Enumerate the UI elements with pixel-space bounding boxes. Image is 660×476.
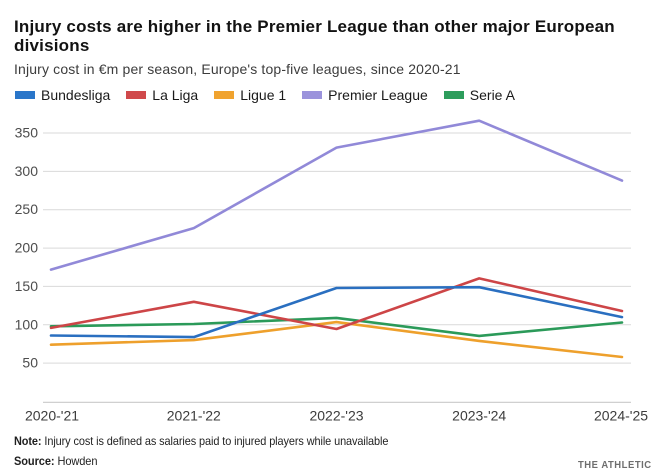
svg-text:2022-'23: 2022-'23 [309,408,363,424]
svg-text:2021-'22: 2021-'22 [167,408,221,424]
svg-text:150: 150 [15,278,39,294]
svg-text:250: 250 [15,201,39,217]
svg-text:2020-'21: 2020-'21 [25,408,79,424]
svg-text:2024-'25: 2024-'25 [594,408,648,424]
svg-text:50: 50 [22,355,38,371]
svg-text:350: 350 [15,125,39,141]
svg-text:2023-'24: 2023-'24 [452,408,506,424]
svg-text:200: 200 [15,240,39,256]
svg-text:300: 300 [15,163,39,179]
svg-text:100: 100 [15,316,39,332]
